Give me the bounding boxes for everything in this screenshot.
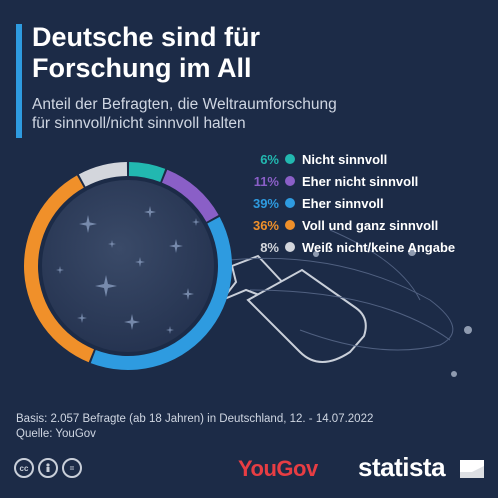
subtitle-line-1: Anteil der Befragten, die Weltraumforsch… [32, 96, 337, 113]
star-icon [182, 288, 194, 300]
orbit-lines [229, 229, 454, 351]
statista-logo[interactable]: statista [358, 452, 446, 482]
star-icon [192, 218, 200, 226]
cc-icon[interactable]: cc [14, 458, 34, 478]
equals-icon[interactable]: = [62, 458, 82, 478]
legend-label: Voll und ganz sinnvoll [302, 217, 439, 233]
legend-value: 11% [253, 173, 279, 189]
yougov-logo[interactable]: YouGov [238, 456, 318, 481]
star-icon [166, 326, 174, 334]
donut-slice-1 [128, 162, 166, 182]
legend-item: 11% Eher nicht sinnvoll [236, 170, 486, 192]
legend-label: Nicht sinnvoll [302, 151, 388, 167]
legend-swatch [285, 220, 295, 230]
legend-swatch [285, 198, 295, 208]
chart-title: Deutsche sind für Forschung im All [32, 22, 472, 84]
donut-slice-3 [90, 216, 233, 371]
star-icon [56, 266, 64, 274]
legend-swatch [285, 176, 295, 186]
chart-subtitle: Anteil der Befragten, die Weltraumforsch… [32, 95, 472, 133]
title-line-1: Deutsche sind für [32, 22, 261, 52]
star-icon [144, 206, 156, 218]
lens-background [42, 180, 214, 352]
legend-label: Eher nicht sinnvoll [302, 173, 419, 189]
legend-item: 36% Voll und ganz sinnvoll [236, 214, 486, 236]
legend-value: 8% [260, 239, 279, 255]
legend: 6% Nicht sinnvoll 11% Eher nicht sinnvoll 39… [236, 148, 486, 258]
star-icon [169, 239, 183, 253]
legend-value: 6% [260, 151, 279, 167]
legend-value: 36% [252, 217, 279, 233]
orbit-planets [313, 248, 472, 377]
legend-item: 8% Weiß nicht/keine Angabe [236, 236, 486, 258]
star-icon [108, 240, 116, 248]
title-accent-bar [16, 24, 22, 138]
title-line-2: Forschung im All [32, 53, 252, 83]
star-icon [77, 313, 87, 323]
legend-item: 6% Nicht sinnvoll [236, 148, 486, 170]
star-icon [124, 314, 140, 330]
star-icon [79, 215, 97, 233]
donut-slice-5 [78, 162, 128, 187]
legend-item: 39% Eher sinnvoll [236, 192, 486, 214]
star-icon [135, 257, 145, 267]
footer-source: Quelle: YouGov [16, 428, 96, 440]
legend-swatch [285, 154, 295, 164]
lens-stars [56, 206, 200, 334]
star-icon [95, 275, 117, 297]
legend-label: Weiß nicht/keine Angabe [302, 239, 456, 255]
legend-swatch [285, 242, 295, 252]
license-icons: cc = [14, 458, 82, 478]
donut-slice-4 [24, 175, 94, 363]
magnifier-handle-illustration [218, 254, 367, 363]
donut-slice-2 [162, 169, 219, 222]
legend-value: 39% [252, 195, 279, 211]
subtitle-line-2: für sinnvoll/nicht sinnvoll halten [32, 115, 246, 132]
statista-mark-icon [460, 460, 484, 478]
person-icon[interactable] [38, 458, 58, 478]
footer: Basis: 2.057 Befragte (ab 18 Jahren) in … [16, 412, 486, 442]
legend-label: Eher sinnvoll [302, 195, 384, 211]
footer-basis: Basis: 2.057 Befragte (ab 18 Jahren) in … [16, 413, 374, 425]
